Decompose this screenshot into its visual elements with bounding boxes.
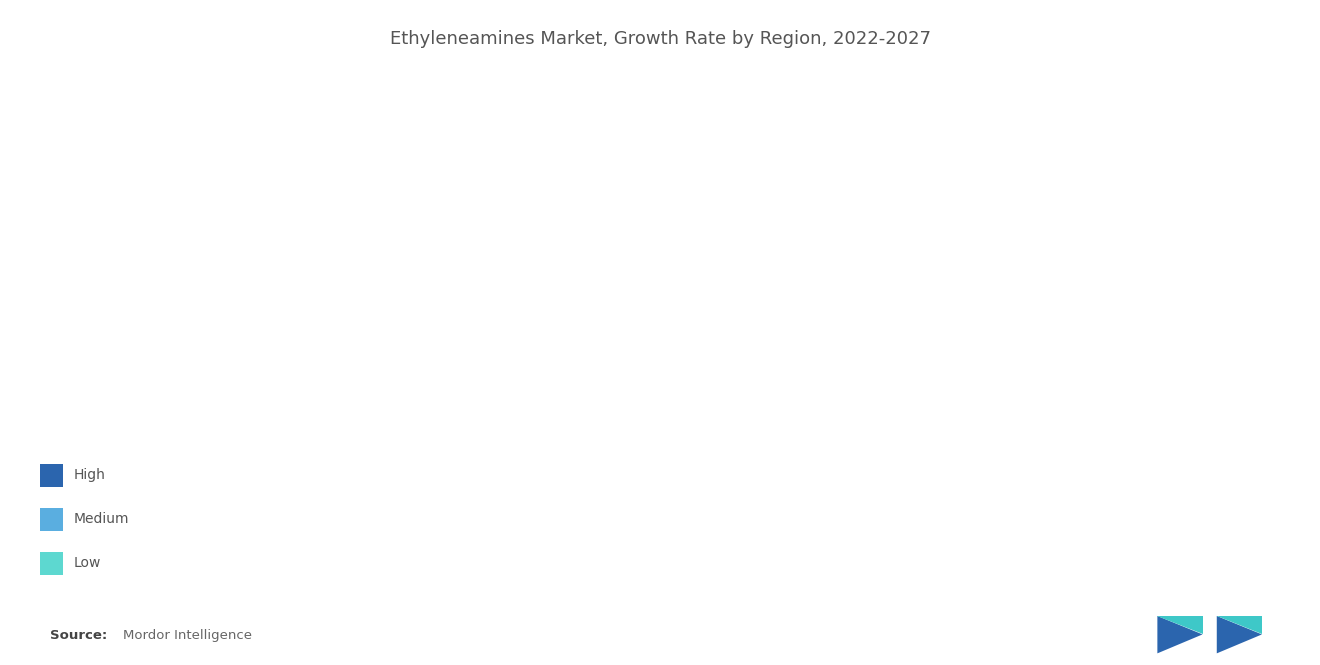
Text: Mordor Intelligence: Mordor Intelligence (123, 628, 252, 642)
Text: Medium: Medium (74, 512, 129, 527)
Polygon shape (1158, 616, 1203, 634)
Polygon shape (1217, 616, 1262, 653)
Polygon shape (1217, 616, 1262, 634)
Text: Low: Low (74, 556, 100, 571)
FancyBboxPatch shape (40, 464, 63, 487)
Text: Ethyleneamines Market, Growth Rate by Region, 2022-2027: Ethyleneamines Market, Growth Rate by Re… (389, 30, 931, 48)
Text: High: High (74, 468, 106, 483)
Polygon shape (1158, 616, 1203, 653)
FancyBboxPatch shape (40, 551, 63, 575)
Text: Source:: Source: (50, 628, 107, 642)
FancyBboxPatch shape (40, 507, 63, 531)
